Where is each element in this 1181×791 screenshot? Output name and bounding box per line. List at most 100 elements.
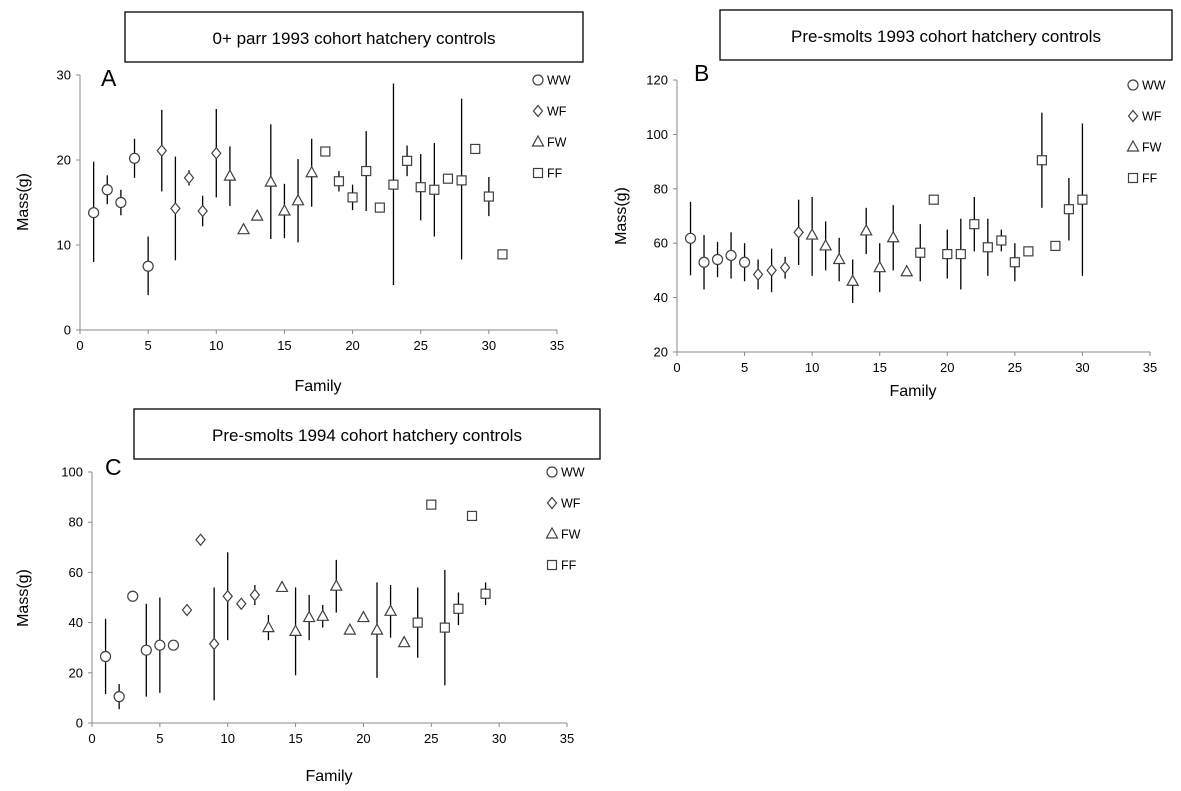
panel-c-point-fw [397,635,411,648]
panel-c-y-tick-label: 60 [69,565,83,580]
panel-c-point-ff [453,603,464,614]
panel-b-x-tick-label: 20 [940,360,954,375]
panel-a-y-axis-label: Mass(g) [15,173,32,231]
panel-a-legend-marker-wf [532,104,544,118]
panel-c-point-ff [412,617,423,628]
panel-a-point-ff [456,175,467,186]
panel-a-point-ff [470,143,481,155]
panel-a-point-ff [401,155,413,166]
panel-c-point-fw [289,624,303,636]
panel-c-point-ww [113,691,125,703]
panel-c-x-tick-label: 30 [492,731,506,746]
panel-a-point-ff [333,176,345,187]
panel-b-point-ww [725,249,737,262]
panel-a-point-wf [197,204,208,218]
panel-b-x-tick-label: 30 [1075,360,1089,375]
panel-b-x-tick-label: 5 [741,360,748,375]
panel-b-legend-marker-ff [1127,172,1139,184]
panel-c-x-tick-label: 0 [88,731,95,746]
panel-b-point-fw [873,260,887,273]
panel-b-point-ff [1009,257,1020,268]
panel-a-point-ff [388,179,399,190]
panel-b-legend-marker-wf [1127,109,1139,123]
panel-a-point-ww [115,196,127,209]
panel-b-y-axis-label: Mass(g) [613,187,630,245]
panel-b-point-fw [805,227,819,240]
panel-a-legend-marker-fw [531,134,545,147]
panel-c-point-fw [316,609,330,621]
panel-c-point-wf [208,637,220,651]
panel-b-letter: B [694,60,709,86]
panel-b-legend-label-fw: FW [1142,141,1162,155]
panel-a-letter: A [101,65,117,91]
panel-c-x-tick-label: 10 [220,731,234,746]
panel-b-point-wf [779,261,791,275]
panel-b-legend-marker-fw [1126,139,1140,152]
panel-b-x-axis-label: Family [889,383,936,400]
panel-c-legend-label-ff: FF [561,559,577,573]
panel-a-point-wf [211,146,222,160]
panel-c-point-fw [343,622,357,635]
panel-a-point-ff [442,173,454,184]
panel-c-point-ff [439,622,450,633]
panel-c-x-tick-label: 25 [424,731,438,746]
panel-c-point-wf [236,597,247,611]
panel-b-point-ff [1023,246,1034,257]
panel-b-point-fw [886,230,900,243]
panel-a-legend-marker-ff [532,167,544,179]
panel-c-title: Pre-smolts 1994 cohort hatchery controls [212,426,522,445]
panel-b: Pre-smolts 1993 cohort hatchery controls… [613,9,1173,400]
panel-b-legend-marker-ww [1127,79,1139,91]
panel-b-point-ww [684,232,697,244]
panel-a-point-wf [170,202,181,215]
panel-c-point-ff [480,588,491,599]
panel-c-point-fw [275,580,289,593]
panel-c-point-ww [154,639,166,651]
panel-a-title: 0+ parr 1993 cohort hatchery controls [212,29,495,48]
panel-a-y-tick-label: 20 [57,153,71,168]
panel-c-point-ff [426,499,437,510]
panel-a-point-ff [320,146,331,157]
panel-c-point-wf [222,589,233,603]
panel-a: 0+ parr 1993 cohort hatchery controls A … [15,11,584,395]
panel-b-point-fw [900,264,914,277]
panel-b-point-ff [1063,204,1075,215]
panel-b-point-ff [1050,240,1061,252]
panel-c-point-ww [127,590,139,602]
panel-b-point-ff [969,219,980,230]
panel-a-point-ww [142,260,154,272]
panel-b-y-tick-label: 40 [654,290,668,305]
panel-a-legend-label-fw: FW [547,136,567,150]
panel-c-point-ff [466,510,478,522]
panel-c-x-axis-label: Family [305,768,352,785]
panel-a-point-fw [237,222,251,235]
panel-b-point-ff [982,242,993,253]
panel-b-x-tick-label: 25 [1008,360,1022,375]
panel-b-y-tick-label: 120 [646,73,668,88]
panel-a-y-tick-label: 0 [64,323,71,338]
panel-b-y-tick-label: 20 [654,345,668,360]
panel-b-legend-label-wf: WF [1142,110,1162,124]
panel-b-x-tick-label: 15 [872,360,886,375]
panel-c-x-tick-label: 5 [156,731,163,746]
panel-c-point-wf [249,588,261,602]
panel-c-legend-label-wf: WF [561,497,581,511]
panel-a-point-fw [305,165,319,178]
panel-a-legend-label-wf: WF [547,105,567,119]
panel-b-point-fw [819,238,833,251]
panel-c-legend-marker-fw [545,526,559,539]
panel-c-x-tick-label: 20 [356,731,370,746]
panel-b-point-ff [955,248,966,260]
panel-a-legend-label-ww: WW [547,74,571,88]
panel-a-point-fw [223,168,237,181]
panel-c-legend-label-fw: FW [561,528,581,542]
panel-b-point-ff [1077,194,1088,205]
panel-a-legend-marker-ww [532,74,544,86]
panel-c-point-fw [329,578,343,591]
panel-c-legend-label-ww: WW [561,466,585,480]
panel-c-point-wf [181,603,193,617]
panel-c-y-tick-label: 0 [76,716,83,731]
panel-b-x-tick-label: 35 [1143,360,1157,375]
panel-c-point-fw [261,620,275,633]
panel-c: Pre-smolts 1994 cohort hatchery controls… [15,408,601,785]
